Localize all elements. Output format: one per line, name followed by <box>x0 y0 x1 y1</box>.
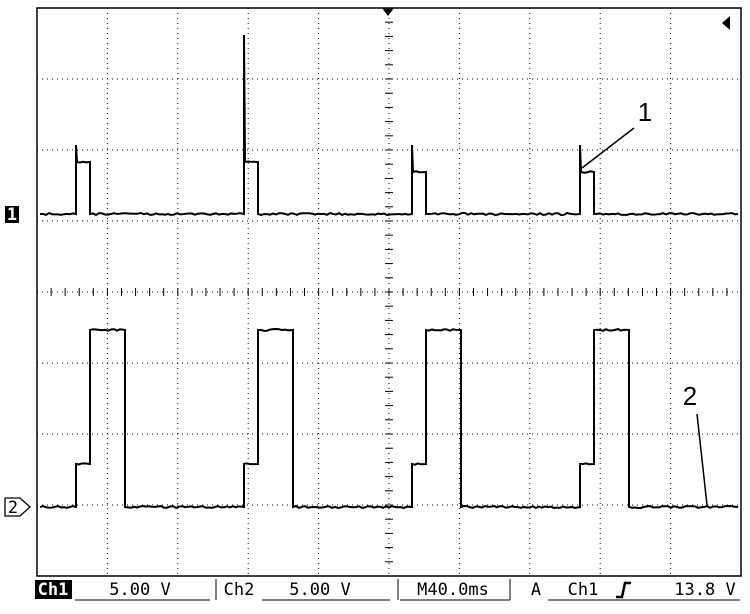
graticule <box>37 8 741 576</box>
trigger-level: 13.8 V <box>674 580 735 600</box>
trigger-position-marker <box>382 8 394 16</box>
ch1-label: Ch1 <box>38 580 69 600</box>
ch2-label: Ch2 <box>224 580 255 600</box>
ch2-scale: 5.00 V <box>289 580 350 600</box>
annotation-label: 2 <box>683 381 697 411</box>
trigger-level-marker <box>722 16 730 30</box>
annotation-label: 1 <box>638 97 652 127</box>
channel-2-marker: 2 <box>8 498 18 518</box>
trigger-slope-icon <box>616 583 631 597</box>
status-bar: Ch1 5.00 V Ch2 5.00 V M40.0ms A Ch1 13.8… <box>35 579 740 600</box>
annotation-leader <box>582 128 634 168</box>
timebase: M40.0ms <box>417 580 489 600</box>
channel-1-trace <box>40 35 738 215</box>
trigger-source: Ch1 <box>568 580 599 600</box>
channel-1-marker: 1 <box>7 205 17 225</box>
trigger-mode: A <box>531 580 541 600</box>
oscilloscope-screen: 1 2 1 2 Ch1 5.00 V Ch2 5.00 V M40.0ms A … <box>0 0 750 614</box>
annotation-leader <box>697 414 707 505</box>
ch1-scale: 5.00 V <box>109 580 170 600</box>
